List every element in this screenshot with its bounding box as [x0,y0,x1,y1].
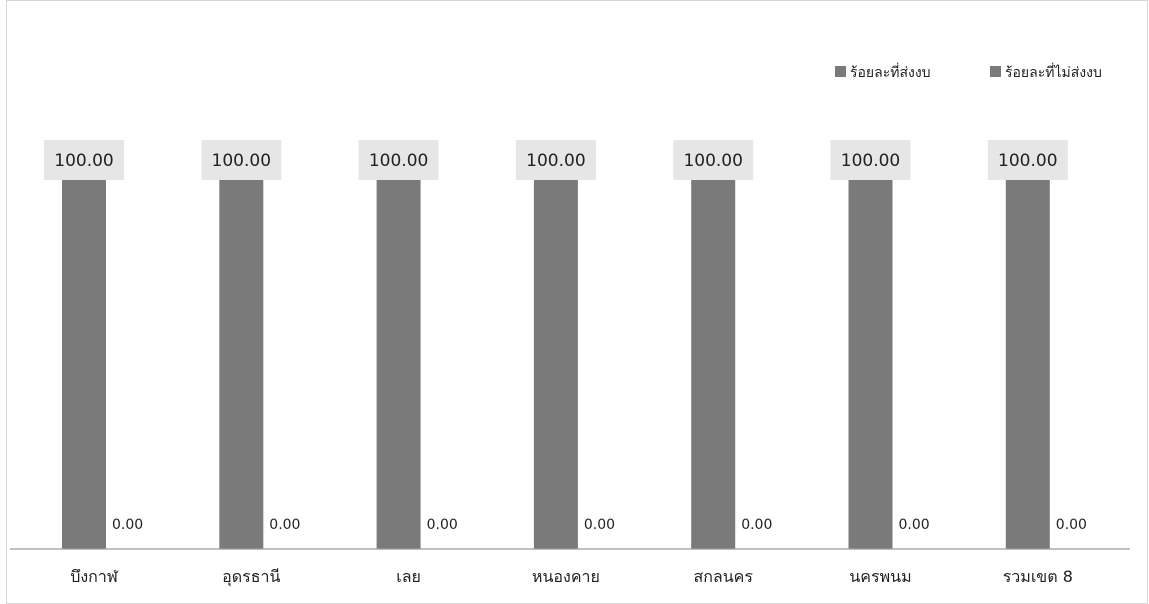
data-label-box-3 [515,140,596,180]
data-label-sent-6: 100.00 [998,151,1057,171]
data-label-not-sent-0: 0.00 [112,517,143,533]
data-label-box-1 [201,140,282,180]
bar-sent-2 [376,178,421,549]
data-label-not-sent-5: 0.00 [899,517,930,533]
data-label-sent-5: 100.00 [841,151,900,171]
x-tick-label-5: นครพนม [849,567,911,586]
bar-sent-4 [691,178,736,549]
data-label-sent-2: 100.00 [369,151,428,171]
bar-group: 100.00 0.00 100.00 0.00 100.00 0.00 100.00 0.00… [44,140,1087,549]
x-tick-label-2: เลย [396,567,421,586]
legend-swatch-0 [835,66,846,77]
bar-sent-5 [848,178,893,549]
data-label-box-2 [358,140,439,180]
x-tick-label-0: บึงกาฬ [70,567,119,586]
data-label-not-sent-6: 0.00 [1056,517,1087,533]
legend-swatch-1 [990,66,1001,77]
data-label-not-sent-3: 0.00 [584,517,615,533]
data-label-not-sent-1: 0.00 [269,517,300,533]
legend: ร้อยละที่ส่งงบ ร้อยละที่ไม่ส่งงบ [835,63,1102,81]
data-label-box-0 [44,140,124,180]
data-label-sent-1: 100.00 [212,151,271,171]
data-label-sent-4: 100.00 [683,151,742,171]
legend-label-0: ร้อยละที่ส่งงบ [850,63,931,81]
data-label-not-sent-4: 0.00 [741,517,772,533]
data-label-box-6 [987,140,1068,180]
data-label-box-4 [673,140,754,180]
data-label-sent-3: 100.00 [526,151,585,171]
bar-sent-3 [533,178,578,549]
x-tick-label-3: หนองคาย [532,567,600,586]
bar-sent-1 [219,178,264,549]
x-tick-label-4: สกลนคร [693,567,753,586]
data-label-sent-0: 100.00 [54,151,113,171]
bar-sent-6 [1005,178,1050,549]
x-tick-labels: บึงกาฬ อุดรธานี เลย หนองคาย สกลนคร นครพนม รวมเ… [70,567,1073,587]
data-label-not-sent-2: 0.00 [427,517,458,533]
bar-sent-0 [62,178,106,549]
x-tick-label-6: รวมเขต 8 [1003,567,1073,586]
legend-label-1: ร้อยละที่ไม่ส่งงบ [1005,63,1102,81]
data-label-box-5 [830,140,911,180]
x-tick-label-1: อุดรธานี [222,567,280,587]
